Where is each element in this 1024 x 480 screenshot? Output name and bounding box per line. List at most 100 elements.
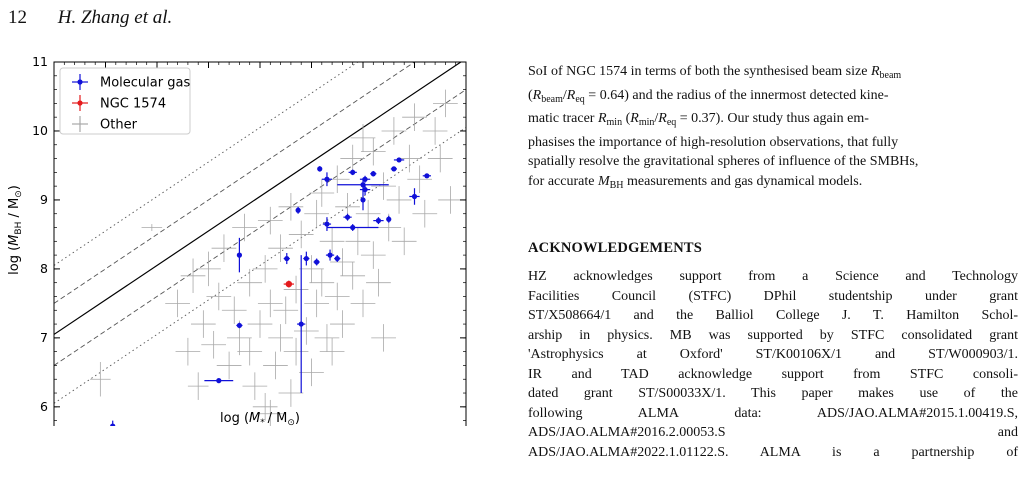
marker <box>236 252 242 258</box>
other-point <box>252 393 278 421</box>
running-title: H. Zhang et al. <box>57 7 173 28</box>
marker <box>334 255 340 262</box>
marker <box>360 197 366 203</box>
other-point <box>211 234 237 262</box>
y-tick-label: 7 <box>40 330 48 345</box>
marker <box>216 378 222 384</box>
marker <box>236 322 242 329</box>
other-point <box>427 144 453 173</box>
molecular-gas-point <box>386 215 392 223</box>
other-point <box>242 372 268 400</box>
text-line: spatially resolve the gravitational sphe… <box>528 154 919 169</box>
other-point <box>288 220 314 249</box>
other-point <box>293 317 319 345</box>
other-point <box>257 399 283 426</box>
other-point <box>350 124 376 152</box>
molecular-gas-point <box>313 258 320 266</box>
marker <box>298 321 304 327</box>
other-point <box>216 351 242 380</box>
molecular-gas-point <box>373 217 384 225</box>
molecular-gas-point <box>348 169 357 176</box>
other-point <box>309 268 335 297</box>
marker <box>360 182 366 188</box>
molecular-gas-point <box>236 322 243 329</box>
molecular-gas-point <box>390 166 397 172</box>
other-point <box>263 351 288 380</box>
legend-item-molecular-gas: Molecular gas <box>72 74 190 91</box>
other-point <box>309 179 335 207</box>
molecular-gas-point <box>326 224 379 231</box>
text-line: dated grant ST/S00033X/1. This paper mak… <box>528 386 1018 401</box>
marker <box>350 169 356 175</box>
molecular-gas-point <box>359 175 371 183</box>
other-point <box>252 255 278 283</box>
other-point <box>371 172 396 200</box>
molecular-gas-point <box>303 251 310 266</box>
relation-line-dotted <box>54 62 359 266</box>
relation-line-solid <box>54 62 462 335</box>
other-point <box>340 262 366 290</box>
other-point <box>386 186 412 214</box>
page-number: 12 <box>8 7 27 28</box>
legend-marker <box>77 79 83 85</box>
marker <box>303 255 309 262</box>
molecular-gas-point <box>334 255 341 262</box>
relation-line-dashed <box>54 89 466 366</box>
other-point <box>324 282 350 311</box>
molecular-gas-point <box>283 253 290 265</box>
other-point <box>257 206 283 235</box>
other-point <box>314 324 340 352</box>
marker <box>317 166 323 172</box>
text-line: (Rbeam/Req = 0.64) and the radius of the… <box>528 87 889 105</box>
other-point <box>190 310 216 338</box>
other-point <box>366 268 391 297</box>
y-tick-label: 10 <box>32 123 48 138</box>
text-line: phasises the importance of high-resoluti… <box>528 134 899 150</box>
text-line: ADS/JAO.ALMA#2016.2.00053.S and <box>528 425 1018 440</box>
marker <box>324 176 330 182</box>
body-paragraph: SoI of NGC 1574 in terms of both the syn… <box>528 62 1018 195</box>
other-point <box>319 337 345 366</box>
other-point <box>340 144 366 173</box>
molecular-gas-point <box>370 170 377 177</box>
page-header: 12 H. Zhang et al. <box>8 7 172 29</box>
marker <box>370 171 376 177</box>
legend-item-other: Other <box>72 116 138 133</box>
other-point <box>247 310 273 338</box>
other-point <box>268 324 293 352</box>
other-point <box>381 117 407 145</box>
marker <box>324 221 330 227</box>
other-point <box>237 337 263 366</box>
other-point <box>175 337 201 366</box>
molecular-gas-point <box>393 157 405 163</box>
legend-item-ngc-1574: NGC 1574 <box>72 95 166 112</box>
relation-line-dashed <box>54 62 416 304</box>
other-point <box>278 379 304 407</box>
molecular-gas-point <box>322 217 332 231</box>
other-point <box>304 289 330 318</box>
other-point <box>141 224 163 231</box>
legend-marker <box>77 100 83 106</box>
y-tick-label: 8 <box>40 261 48 276</box>
other-point <box>402 103 427 131</box>
marker <box>284 255 290 262</box>
other-point <box>299 358 324 387</box>
section-heading: ACKNOWLEDGEMENTS <box>528 240 702 256</box>
text-line: arship in physics. MB was supported by S… <box>528 327 1018 343</box>
molecular-gas-point <box>297 255 306 394</box>
text-line: SoI of NGC 1574 in terms of both the syn… <box>528 64 902 81</box>
molecular-gas-point <box>359 184 371 196</box>
other-point <box>201 330 227 359</box>
legend-label: Molecular gas <box>100 76 190 91</box>
molecular-gas-point <box>321 172 333 187</box>
other-point <box>165 289 190 318</box>
other-point <box>196 251 221 287</box>
text-line: for accurate MBH measurements and gas dy… <box>528 173 863 191</box>
other-point <box>187 372 209 400</box>
molecular-gas-point <box>204 378 234 384</box>
other-point <box>278 193 304 221</box>
other-point <box>407 165 433 194</box>
marker <box>327 252 333 258</box>
marker <box>362 176 368 182</box>
molecular-gas-point <box>325 249 335 261</box>
